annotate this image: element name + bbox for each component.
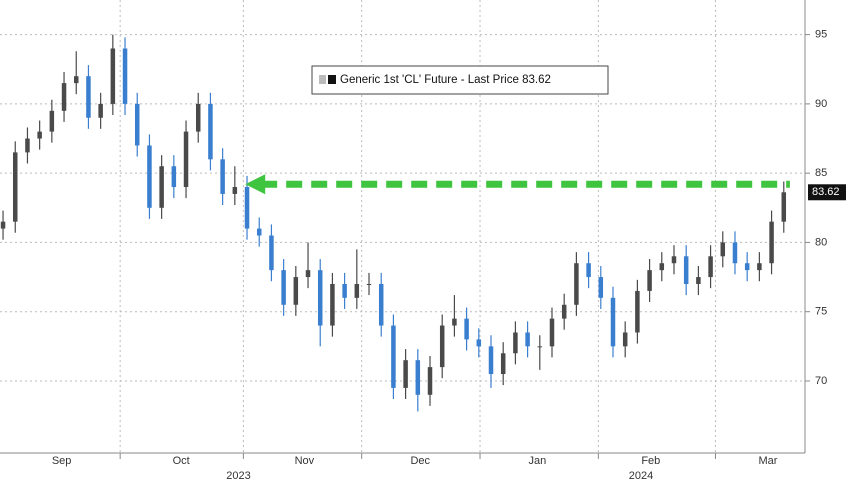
candle-body <box>134 103 140 146</box>
candle-body <box>61 83 67 111</box>
candle-body <box>647 270 652 291</box>
candle-body <box>122 48 128 104</box>
y-tick-label: 75 <box>815 306 827 318</box>
candle-body <box>98 103 103 118</box>
candle-body <box>586 263 591 278</box>
candle-body <box>269 235 274 271</box>
x-tick-label: Oct <box>173 455 190 467</box>
candle-body <box>610 297 616 347</box>
legend-label: Generic 1st 'CL' Future - Last Price <box>340 74 519 86</box>
y-tick-label: 85 <box>815 167 827 179</box>
annotation-arrowhead <box>245 174 266 195</box>
candle-body <box>183 131 189 188</box>
candle-body <box>366 283 372 285</box>
candle-body <box>464 318 469 340</box>
year-label: 2024 <box>629 470 653 482</box>
x-tick-label: Nov <box>295 455 315 467</box>
candle-body <box>476 339 482 347</box>
x-tick-label: Dec <box>410 455 430 467</box>
candle-body <box>232 187 238 194</box>
candle-body <box>525 332 530 347</box>
candle-body <box>683 256 689 284</box>
candle-body <box>330 283 335 326</box>
x-tick-label: Jan <box>528 455 546 467</box>
last-price-label: 83.62 <box>812 186 840 198</box>
candle-body <box>488 346 494 375</box>
candle-body <box>403 360 408 388</box>
x-tick-label: Feb <box>641 455 660 467</box>
candle-body <box>659 263 665 271</box>
candle-body <box>378 283 384 326</box>
candle-body <box>635 290 640 333</box>
candle-body <box>708 256 713 278</box>
candle-body <box>147 145 152 208</box>
candle-body <box>549 318 555 347</box>
last-price-box <box>808 184 846 201</box>
candle-body <box>415 360 421 395</box>
year-label: 2023 <box>226 470 250 482</box>
candle-body <box>781 192 787 222</box>
legend: Generic 1st 'CL' Future - Last Price 83.… <box>311 65 609 95</box>
candle-body <box>391 325 396 388</box>
candle-body <box>0 221 6 229</box>
candle-body <box>37 131 42 139</box>
candle-body <box>574 263 579 305</box>
x-tick-label: Mar <box>758 455 777 467</box>
candle-body <box>305 270 311 278</box>
legend-swatch <box>319 75 326 84</box>
candle-body <box>439 325 445 368</box>
legend-box <box>311 65 609 95</box>
legend-swatch <box>328 75 336 84</box>
candle-body <box>317 270 323 326</box>
candle-body <box>86 76 91 118</box>
x-tick-label: Sep <box>52 455 72 467</box>
candle-body <box>696 277 701 284</box>
candle-body <box>159 166 164 208</box>
candle-body <box>561 304 567 319</box>
candle-body <box>342 283 347 298</box>
y-tick-label: 90 <box>815 98 827 110</box>
candle-body <box>537 346 543 348</box>
candle-body <box>452 318 457 326</box>
candle-body <box>256 228 262 236</box>
candle-body <box>671 256 677 264</box>
candle-body <box>720 242 726 257</box>
candle-body <box>769 221 774 264</box>
candle-body <box>208 103 213 160</box>
candle-body <box>598 277 604 298</box>
legend-value: 83.62 <box>522 74 551 86</box>
candle-body <box>110 48 116 104</box>
candle-body <box>500 353 506 375</box>
legend-entry: Generic 1st 'CL' Future - Last Price 83.… <box>340 74 551 86</box>
candle-body <box>354 283 360 298</box>
candle-body <box>73 76 79 84</box>
candle-body <box>49 110 55 132</box>
candle-body <box>195 103 201 132</box>
y-tick-label: 80 <box>815 236 827 248</box>
y-tick-label: 70 <box>815 375 827 387</box>
candle-body <box>293 277 299 305</box>
candle-body <box>12 152 18 222</box>
y-tick-label: 95 <box>815 29 827 41</box>
candle-body <box>220 159 225 194</box>
candle-body <box>622 332 628 347</box>
candle-body <box>244 187 250 229</box>
candle-body <box>732 242 738 264</box>
candle-body <box>513 332 518 354</box>
candle-body <box>427 367 433 395</box>
candle-body <box>25 138 30 153</box>
candle-body <box>281 270 286 305</box>
candle-body <box>171 166 177 188</box>
candle-body <box>757 263 762 271</box>
candle-body <box>744 263 750 271</box>
